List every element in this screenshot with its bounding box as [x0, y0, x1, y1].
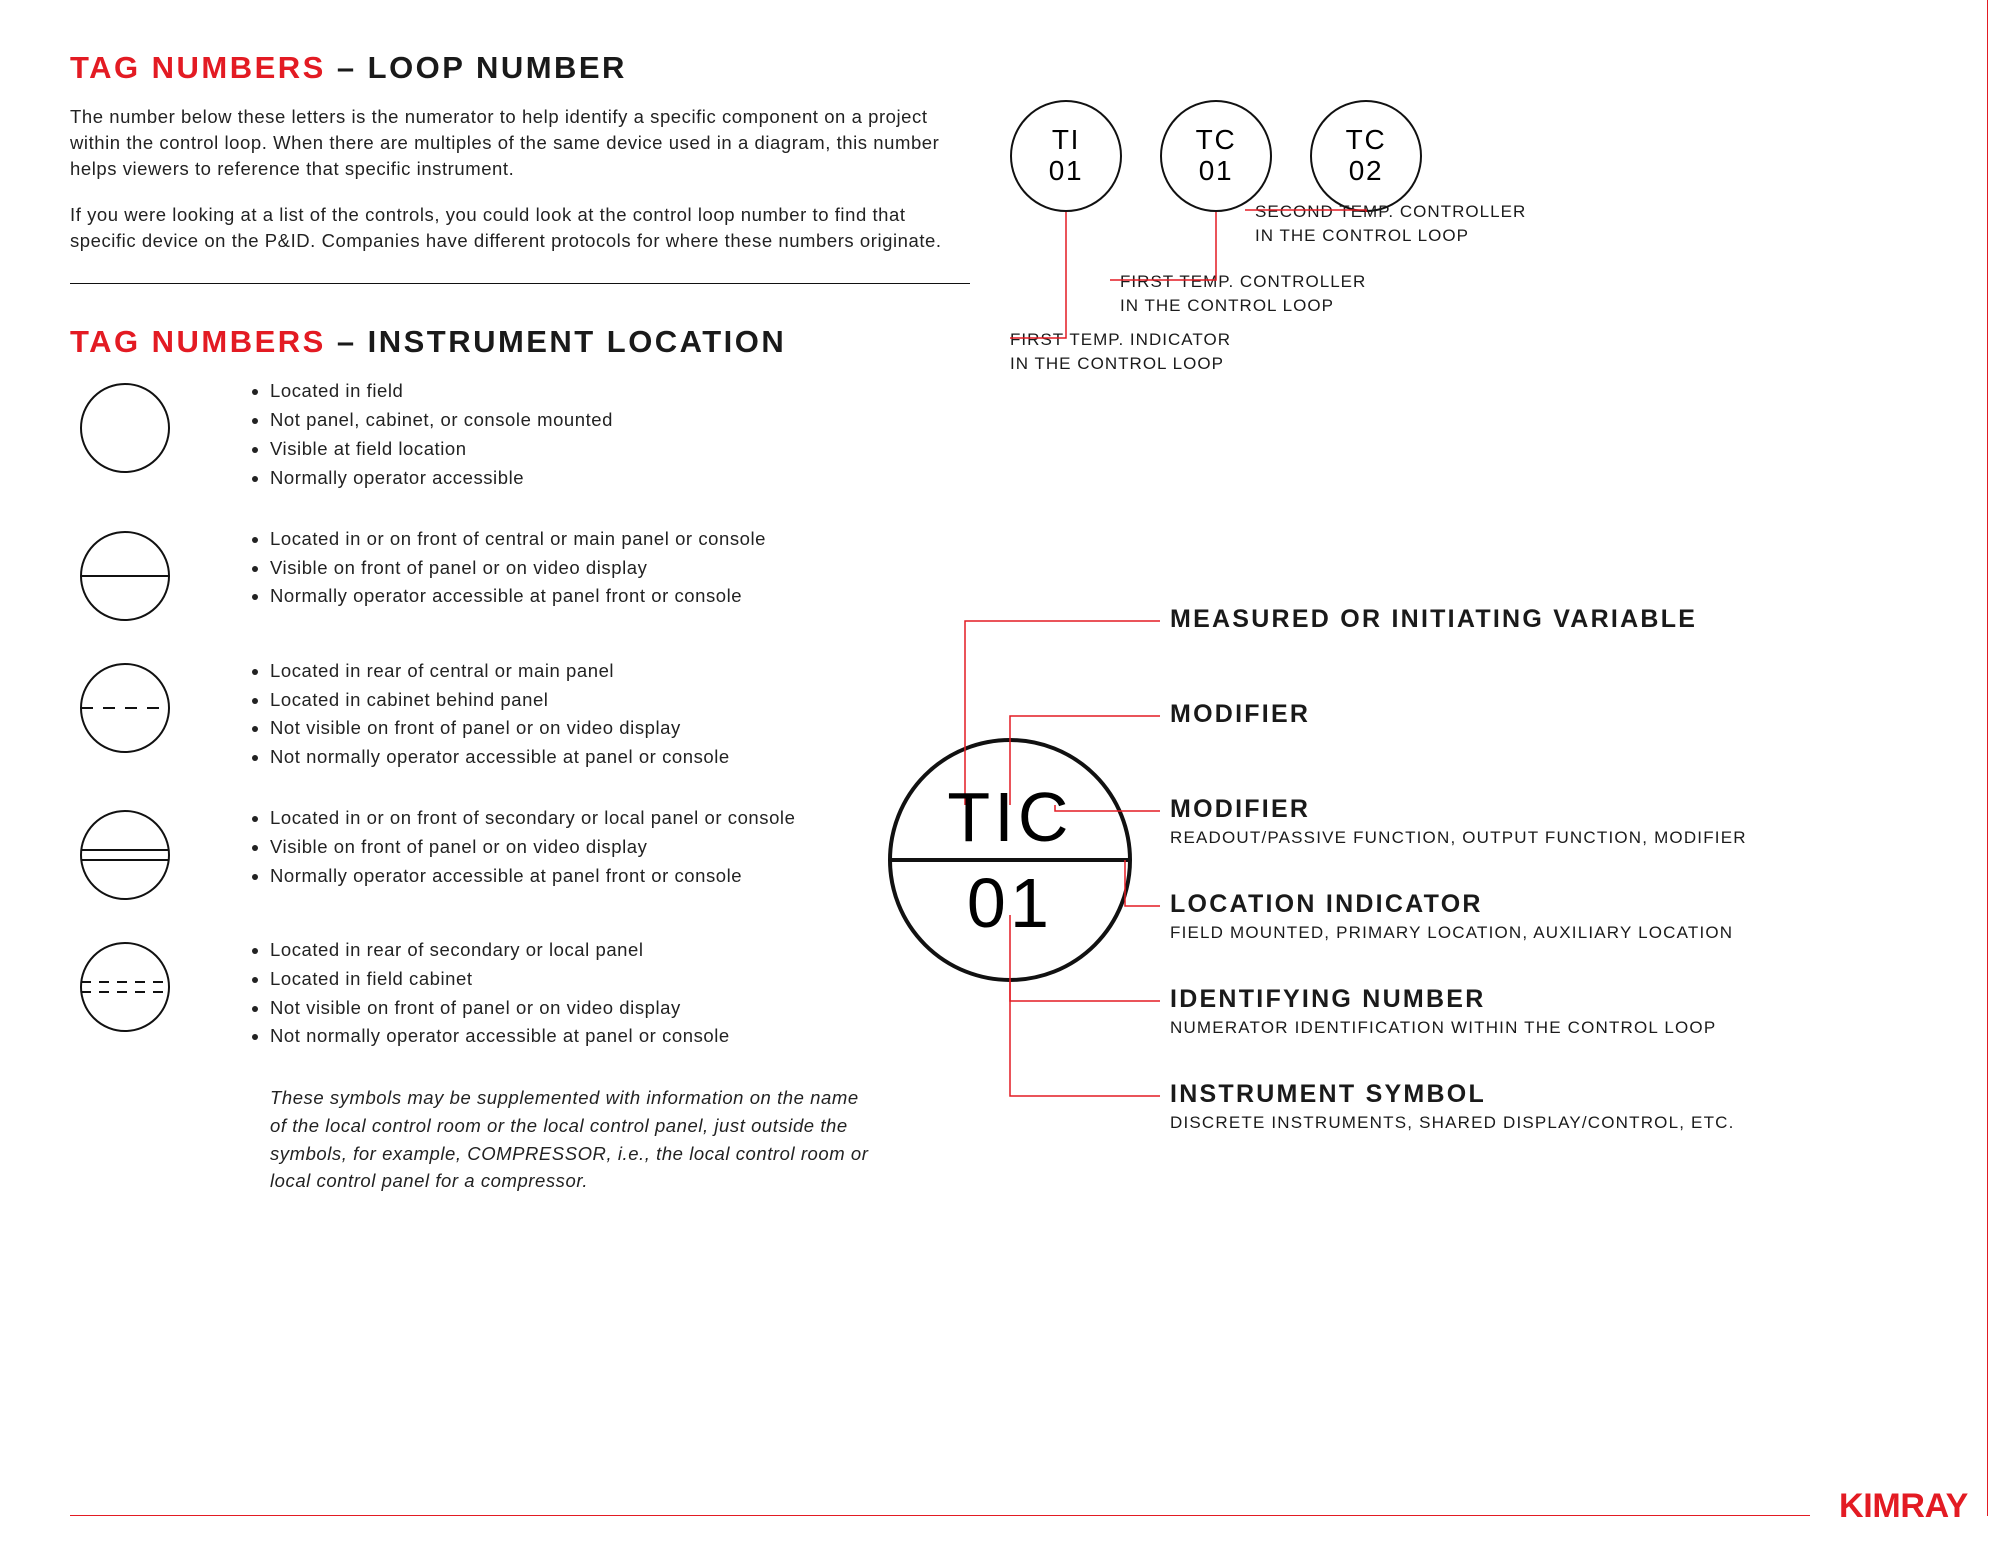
location-bullet: Not visible on front of panel or on vide…	[270, 715, 730, 742]
location-bullets: Located in rear of secondary or local pa…	[270, 937, 730, 1052]
location-bullet: Located in field	[270, 378, 613, 405]
tic-bot: 01	[967, 868, 1053, 938]
anno-title: MODIFIER	[1170, 700, 1310, 729]
tic-annotation: LOCATION INDICATOR FIELD MOUNTED, PRIMARY…	[1170, 890, 1733, 943]
title-dark: – LOOP NUMBER	[326, 50, 627, 85]
location-bullet: Not panel, cabinet, or console mounted	[270, 407, 613, 434]
tic-annotation: MODIFIER	[1170, 700, 1310, 733]
location-bullet: Normally operator accessible at panel fr…	[270, 583, 766, 610]
side-rule	[1987, 0, 1988, 1516]
location-bullet: Normally operator accessible at panel fr…	[270, 863, 795, 890]
tic-breakdown-diagram: TIC 01 MEASURED OR INITIATING VARIABLE MODI…	[830, 580, 1930, 1280]
location-bullet: Located in rear of central or main panel	[270, 658, 730, 685]
location-note: These symbols may be supplemented with i…	[270, 1084, 870, 1195]
location-symbol-icon	[70, 378, 180, 478]
location-bullets: Located in or on front of central or mai…	[270, 526, 766, 612]
title-dark-2: – INSTRUMENT LOCATION	[326, 324, 786, 359]
anno-title: LOCATION INDICATOR	[1170, 890, 1733, 919]
title-red: TAG NUMBERS	[70, 50, 326, 85]
tic-annotation: MODIFIER READOUT/PASSIVE FUNCTION, OUTPUT…	[1170, 795, 1747, 848]
anno-sub: READOUT/PASSIVE FUNCTION, OUTPUT FUNCTIO…	[1170, 828, 1747, 848]
anno-sub: DISCRETE INSTRUMENTS, SHARED DISPLAY/CON…	[1170, 1113, 1735, 1133]
location-symbol-icon	[70, 937, 180, 1037]
loop-number-para1: The number below these letters is the nu…	[70, 104, 970, 182]
anno-sub: NUMERATOR IDENTIFICATION WITHIN THE CONT…	[1170, 1018, 1716, 1038]
location-bullet: Visible on front of panel or on video di…	[270, 834, 795, 861]
loop-number-diagram: TI01FIRST TEMP. INDICATORIN THE CONTROL …	[1010, 100, 1920, 420]
tic-annotation: INSTRUMENT SYMBOL DISCRETE INSTRUMENTS, S…	[1170, 1080, 1735, 1133]
location-bullet: Not normally operator accessible at pane…	[270, 1023, 730, 1050]
location-bullet: Located in rear of secondary or local pa…	[270, 937, 730, 964]
section-divider	[70, 283, 970, 284]
tic-annotation: IDENTIFYING NUMBER NUMERATOR IDENTIFICATI…	[1170, 985, 1716, 1038]
loop-number-para2: If you were looking at a list of the con…	[70, 202, 970, 254]
location-bullet: Not visible on front of panel or on vide…	[270, 995, 730, 1022]
kimray-logo: KIMRAY	[1839, 1487, 1968, 1526]
location-bullet: Not normally operator accessible at pane…	[270, 744, 730, 771]
location-bullet: Located in or on front of secondary or l…	[270, 805, 795, 832]
location-bullet: Located in cabinet behind panel	[270, 687, 730, 714]
location-bullet: Visible at field location	[270, 436, 613, 463]
location-bullet: Visible on front of panel or on video di…	[270, 555, 766, 582]
heading-loop-number: TAG NUMBERS – LOOP NUMBER	[70, 50, 1930, 86]
location-symbol-icon	[70, 658, 180, 758]
location-bullet: Located in or on front of central or mai…	[270, 526, 766, 553]
location-bullet: Located in field cabinet	[270, 966, 730, 993]
anno-title: IDENTIFYING NUMBER	[1170, 985, 1716, 1014]
anno-sub: FIELD MOUNTED, PRIMARY LOCATION, AUXILIA…	[1170, 923, 1733, 943]
footer-rule	[70, 1515, 1810, 1516]
location-bullets: Located in or on front of secondary or l…	[270, 805, 795, 891]
title-red-2: TAG NUMBERS	[70, 324, 326, 359]
location-bullets: Located in fieldNot panel, cabinet, or c…	[270, 378, 613, 493]
tic-circle-text: TIC 01	[890, 740, 1130, 980]
location-symbol-icon	[70, 805, 180, 905]
location-symbol-icon	[70, 526, 180, 626]
anno-title: MEASURED OR INITIATING VARIABLE	[1170, 605, 1697, 634]
location-bullet: Normally operator accessible	[270, 465, 613, 492]
tic-top: TIC	[947, 782, 1072, 852]
anno-title: MODIFIER	[1170, 795, 1747, 824]
tic-annotation: MEASURED OR INITIATING VARIABLE	[1170, 605, 1697, 638]
anno-title: INSTRUMENT SYMBOL	[1170, 1080, 1735, 1109]
location-bullets: Located in rear of central or main panel…	[270, 658, 730, 773]
